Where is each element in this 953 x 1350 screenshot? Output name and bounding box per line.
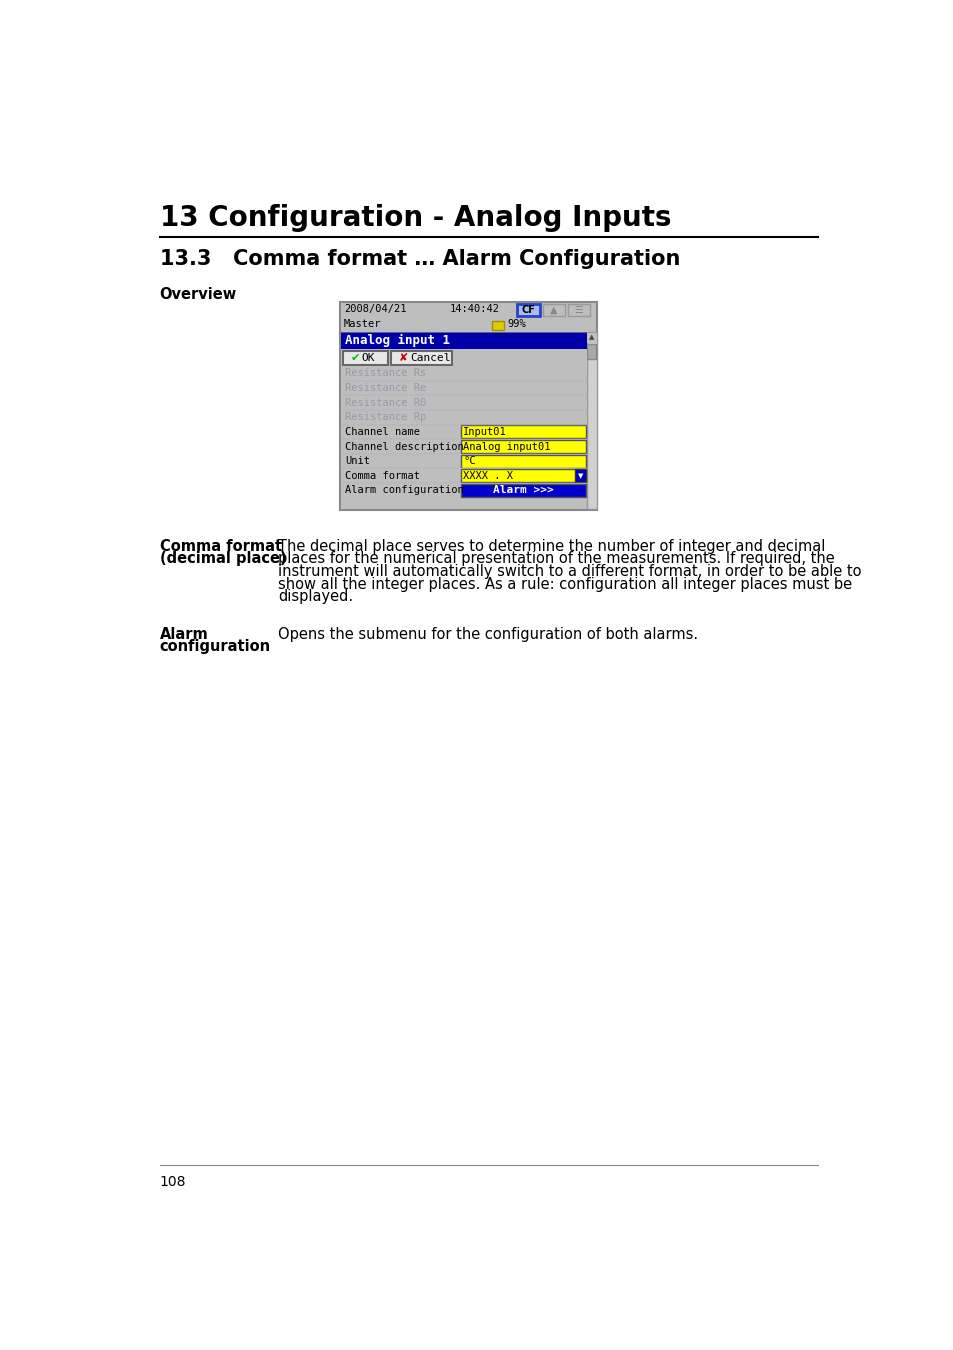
Bar <box>567 305 589 316</box>
Bar <box>340 332 586 350</box>
Text: Alarm configuration: Alarm configuration <box>344 486 463 495</box>
Bar <box>492 320 504 329</box>
Text: Unit: Unit <box>344 456 370 466</box>
Text: Channel name: Channel name <box>344 427 419 437</box>
Text: Opens the submenu for the configuration of both alarms.: Opens the submenu for the configuration … <box>278 626 698 641</box>
Text: The decimal place serves to determine the number of integer and decimal: The decimal place serves to determine th… <box>278 539 824 553</box>
Text: Resistance Re: Resistance Re <box>344 383 426 393</box>
Text: XXXX . X: XXXX . X <box>463 471 513 481</box>
Text: OK: OK <box>361 352 375 363</box>
Bar <box>460 470 585 482</box>
Text: Input01: Input01 <box>463 427 507 437</box>
Bar <box>586 332 596 343</box>
Text: ▼: ▼ <box>578 472 582 479</box>
Bar <box>340 468 586 483</box>
Text: displayed.: displayed. <box>278 590 353 605</box>
Bar <box>340 366 586 381</box>
Text: ✔: ✔ <box>351 352 360 363</box>
Text: (decimal place): (decimal place) <box>159 551 286 566</box>
Text: CF: CF <box>521 305 535 315</box>
Text: Resistance Rp: Resistance Rp <box>344 412 426 423</box>
Text: Channel description: Channel description <box>344 441 463 451</box>
Bar <box>460 455 585 467</box>
Text: Analog input 1: Analog input 1 <box>344 333 449 347</box>
Bar <box>460 483 585 497</box>
Text: Overview: Overview <box>159 286 236 302</box>
Bar <box>340 396 586 410</box>
Text: configuration: configuration <box>159 640 271 655</box>
Bar <box>340 483 586 498</box>
Text: ✘: ✘ <box>398 352 408 363</box>
Text: Comma format: Comma format <box>159 539 281 553</box>
Text: Alarm: Alarm <box>159 626 208 641</box>
Text: Master: Master <box>344 319 381 329</box>
Text: 13 Configuration - Analog Inputs: 13 Configuration - Analog Inputs <box>159 204 670 232</box>
Bar <box>340 424 586 439</box>
Bar <box>575 470 585 482</box>
Bar <box>340 350 586 366</box>
Text: ☰: ☰ <box>574 305 582 315</box>
Bar <box>587 344 596 359</box>
Text: 2008/04/21: 2008/04/21 <box>344 305 406 315</box>
Bar <box>340 454 586 468</box>
Text: places for the numerical presentation of the measurements. If required, the: places for the numerical presentation of… <box>278 551 834 566</box>
Bar <box>343 351 388 364</box>
Text: 108: 108 <box>159 1176 186 1189</box>
Text: Cancel: Cancel <box>410 352 450 363</box>
Text: 14:40:42: 14:40:42 <box>449 305 498 315</box>
Bar <box>340 410 586 424</box>
Text: instrument will automatically switch to a different format, in order to be able : instrument will automatically switch to … <box>278 564 861 579</box>
Text: °C: °C <box>463 456 476 466</box>
Text: Alarm >>>: Alarm >>> <box>493 486 553 495</box>
Bar <box>340 302 597 510</box>
Text: Resistance Rs: Resistance Rs <box>344 369 426 378</box>
Bar <box>340 381 586 396</box>
Text: 13.3   Comma format … Alarm Configuration: 13.3 Comma format … Alarm Configuration <box>159 248 679 269</box>
Text: 99%: 99% <box>507 319 526 329</box>
Text: Analog input01: Analog input01 <box>463 441 550 451</box>
Text: ▲: ▲ <box>550 305 558 315</box>
Text: ▲: ▲ <box>588 335 594 340</box>
Bar <box>517 305 539 316</box>
Bar <box>586 332 596 509</box>
Text: Comma format: Comma format <box>344 471 419 481</box>
Bar <box>391 351 452 364</box>
Bar <box>460 425 585 439</box>
Bar <box>340 439 586 454</box>
Bar <box>542 305 564 316</box>
Text: Resistance R0: Resistance R0 <box>344 398 426 408</box>
Text: show all the integer places. As a rule: configuration all integer places must be: show all the integer places. As a rule: … <box>278 576 851 591</box>
Bar <box>460 440 585 454</box>
